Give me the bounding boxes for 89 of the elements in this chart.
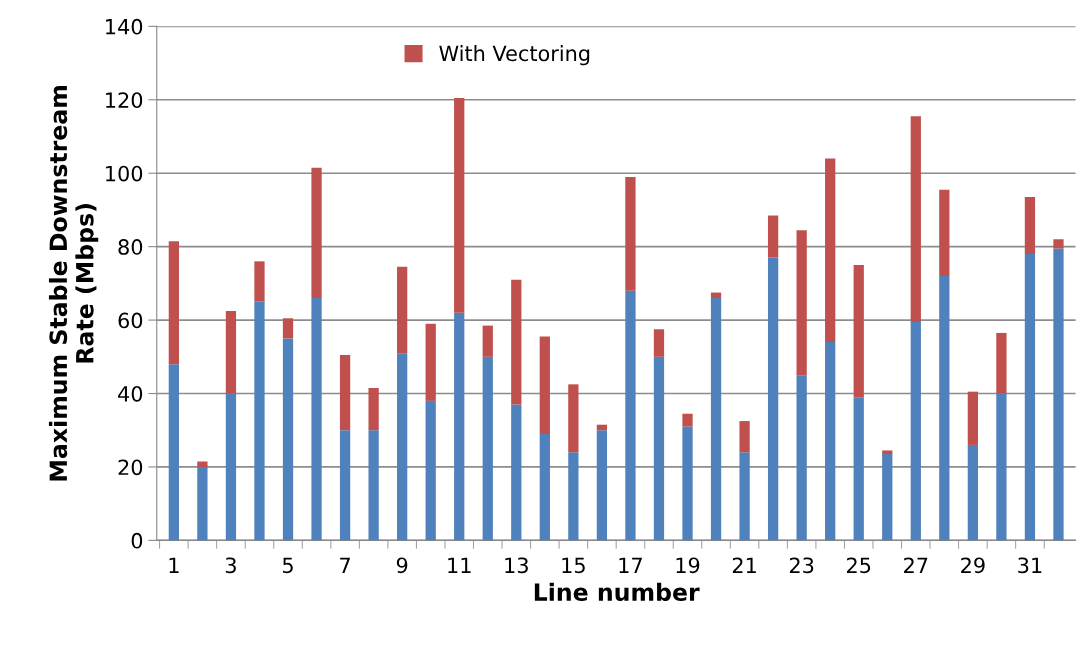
x-tick-label: 3 (225, 557, 236, 574)
bar (539, 336, 550, 434)
bar (739, 452, 750, 541)
bar (282, 338, 294, 541)
x-tick-label: 5 (282, 557, 293, 574)
bar (682, 426, 693, 541)
bar (653, 329, 665, 357)
bar (311, 167, 322, 299)
bar (425, 323, 436, 401)
bar (339, 354, 351, 431)
bar (225, 393, 237, 541)
bar (368, 430, 379, 541)
bar (910, 116, 921, 322)
bar (939, 189, 950, 277)
bar (197, 466, 208, 541)
bar (539, 433, 550, 541)
bar (482, 325, 493, 357)
x-tick-label: 1 (169, 557, 179, 573)
bar (625, 176, 636, 291)
bar (767, 215, 779, 258)
bar (825, 342, 836, 541)
bar (1053, 239, 1064, 249)
x-tick-label: 29 (961, 557, 985, 574)
bar (282, 318, 294, 339)
bar (853, 265, 864, 398)
bar (311, 298, 322, 541)
bar (1053, 248, 1064, 541)
y-tick-label: 0 (131, 532, 143, 549)
bar (368, 388, 379, 431)
y-tick-label: 20 (118, 459, 143, 476)
bar (397, 353, 408, 541)
bar (568, 452, 579, 541)
bar (739, 421, 750, 453)
bar (710, 298, 722, 541)
y-tick-label: 60 (118, 312, 143, 329)
bar (225, 310, 237, 394)
bar (482, 356, 493, 541)
bar (397, 266, 408, 354)
bar (1024, 254, 1036, 541)
x-tick-label: 27 (904, 557, 928, 573)
bar (825, 158, 836, 343)
bar (996, 332, 1007, 394)
bar (910, 321, 921, 541)
bar (339, 430, 351, 541)
bar (939, 276, 950, 541)
y-tick-label: 100 (106, 165, 143, 182)
bar (425, 400, 436, 541)
bar (1024, 197, 1036, 254)
x-tick-label: 19 (676, 557, 700, 574)
bar (653, 356, 665, 541)
bar (796, 230, 807, 376)
y-tick-label: 140 (106, 18, 143, 35)
bar (882, 454, 893, 541)
x-tick-label: 25 (847, 557, 871, 574)
x-axis-title: Line number (534, 582, 700, 602)
bar (254, 301, 265, 541)
bar (511, 279, 522, 405)
bar (767, 257, 779, 541)
bar (454, 97, 465, 313)
x-tick-label: 17 (619, 557, 642, 573)
bar (796, 375, 807, 541)
bar (967, 391, 978, 445)
bar (596, 430, 608, 541)
legend-label: With Vectoring (439, 45, 590, 66)
bar (625, 290, 636, 541)
bar (254, 261, 265, 302)
bar (511, 404, 522, 541)
y-tick-label: 80 (118, 239, 143, 255)
x-tick-label: 23 (789, 557, 814, 574)
bar (996, 393, 1007, 541)
x-tick-label: 13 (505, 557, 528, 574)
bar (568, 384, 579, 453)
x-tick-label: 9 (396, 557, 408, 574)
x-tick-label: 21 (732, 557, 756, 573)
y-axis-title: Maximum Stable Downstream Rate (Mbps) (48, 86, 99, 481)
x-tick-label: 11 (448, 557, 471, 573)
bar (682, 413, 693, 427)
x-tick-label: 7 (340, 557, 350, 573)
y-tick-label: 40 (118, 385, 143, 402)
bar (454, 312, 465, 541)
x-tick-label: 31 (1018, 557, 1042, 574)
y-tick-label: 120 (106, 92, 143, 108)
bar (967, 444, 978, 541)
bar (168, 241, 179, 365)
bar (168, 364, 179, 541)
bar (853, 397, 864, 541)
x-tick-label: 15 (562, 557, 585, 574)
bar (197, 461, 208, 467)
bar (882, 450, 893, 455)
